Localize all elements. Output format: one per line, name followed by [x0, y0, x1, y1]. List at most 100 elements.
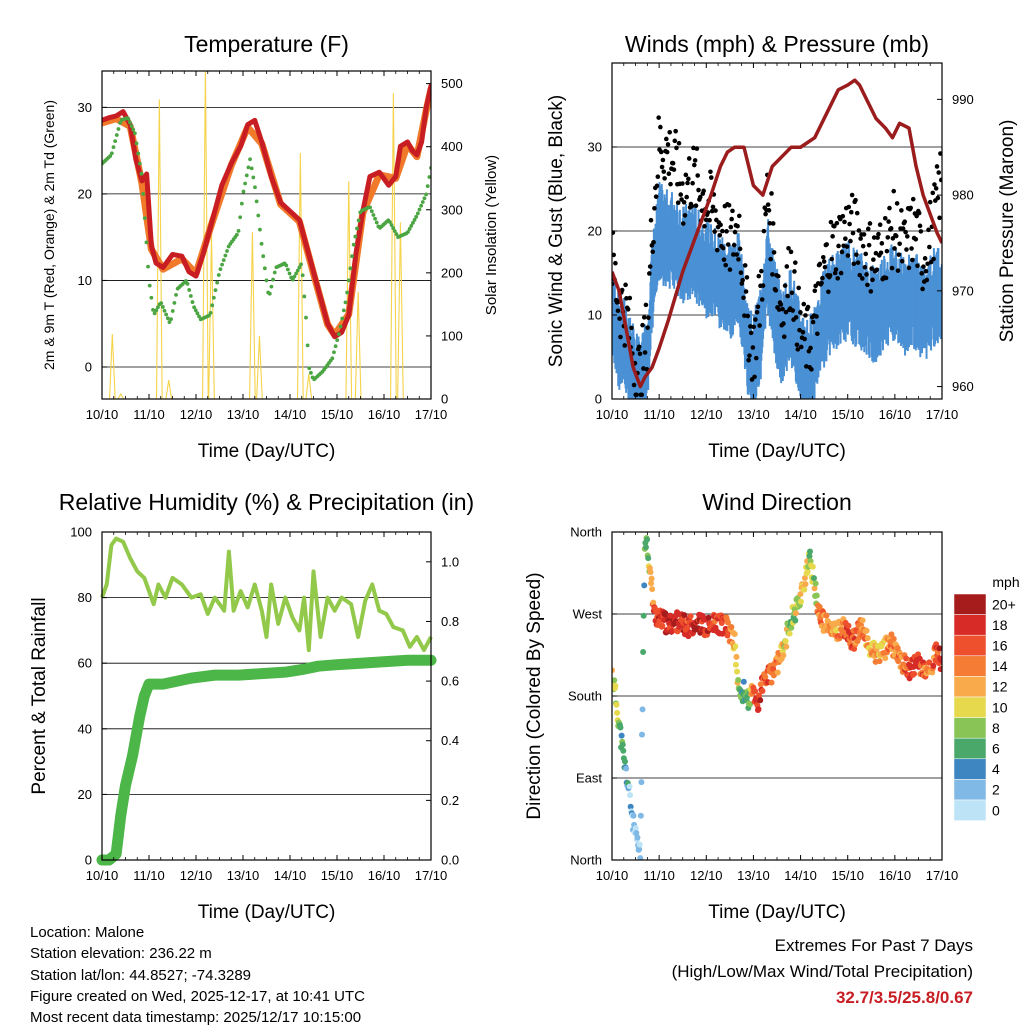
gust-point	[695, 173, 701, 178]
gust-point	[755, 304, 761, 310]
direction-point	[636, 846, 643, 853]
direction-point	[845, 622, 852, 629]
gust-point	[624, 296, 629, 301]
dewpoint-point	[271, 277, 275, 282]
gust-point	[623, 282, 628, 288]
gust-point	[757, 323, 762, 328]
gust-point	[694, 146, 700, 151]
colorbar-label: 6	[992, 741, 1000, 757]
dewpoint-point	[406, 230, 410, 234]
gust-point	[674, 145, 679, 151]
gust-point	[900, 226, 906, 231]
gust-point	[836, 243, 841, 249]
gust-point	[915, 263, 920, 269]
gust-point	[668, 181, 673, 187]
y-tick-label: 10	[78, 273, 92, 288]
dewpoint-point	[353, 234, 358, 239]
gust-point	[792, 269, 797, 274]
y-right-tick-label: 400	[441, 139, 463, 154]
chart-title: Temperature (F)	[184, 31, 349, 57]
gust-point	[712, 229, 717, 234]
solar-spike	[256, 335, 263, 399]
colorbar-swatch	[953, 779, 987, 801]
gust-point	[798, 344, 804, 350]
dewpoint-point	[192, 305, 197, 310]
x-tick-label: 10/10	[86, 407, 119, 422]
y-axis-label: Percent & Total Rainfall	[29, 597, 50, 794]
gust-point	[788, 249, 794, 255]
station-location: Location: Malone	[30, 924, 145, 941]
gust-point	[647, 264, 653, 269]
gust-point	[926, 227, 931, 233]
dewpoint-point	[411, 220, 415, 225]
gust-point	[784, 264, 790, 269]
y-right-tick-label: 0.6	[441, 674, 459, 689]
x-tick-label: 10/10	[86, 868, 119, 883]
dewpoint-point	[285, 267, 290, 272]
gust-point	[725, 242, 731, 247]
dewpoint-point	[351, 242, 356, 247]
gust-point	[768, 256, 773, 262]
x-tick-label: 11/10	[643, 868, 675, 883]
gust-point	[682, 213, 688, 218]
direction-point	[806, 553, 813, 560]
gust-point	[797, 327, 802, 333]
gust-point	[894, 201, 900, 206]
gust-point	[840, 213, 846, 219]
dewpoint-point	[220, 262, 224, 267]
dewpoint-point	[256, 213, 261, 218]
direction-point	[757, 681, 764, 688]
direction-point	[632, 825, 639, 832]
gust-point	[927, 244, 932, 250]
gust-point	[629, 325, 634, 331]
direction-point	[728, 623, 735, 630]
dewpoint-point	[307, 366, 312, 371]
gust-point	[639, 392, 644, 398]
series-2m-temp	[102, 83, 431, 340]
gust-point	[910, 196, 916, 202]
solar-spike	[390, 93, 397, 399]
x-tick-label: 15/10	[831, 868, 864, 883]
gust-point	[905, 234, 910, 239]
dewpoint-point	[333, 344, 338, 349]
gust-point	[622, 343, 628, 348]
gust-point	[794, 342, 800, 348]
gust-point	[659, 164, 665, 170]
gust-point	[625, 307, 631, 312]
y-tick-label: 20	[78, 186, 92, 201]
gust-point	[902, 219, 908, 225]
solar-spike	[397, 222, 404, 399]
gust-point	[874, 267, 880, 273]
y-tick-label: 0	[595, 392, 602, 407]
x-axis-label: Time (Day/UTC)	[198, 902, 336, 923]
dewpoint-point	[299, 262, 303, 267]
gust-point	[815, 331, 820, 337]
gust-point	[827, 273, 833, 278]
dewpoint-point	[160, 305, 165, 309]
panel-3: 10/10 11/10 12/10 13/10 14/10 15/10 16/10 17/10…	[524, 489, 958, 923]
dewpoint-point	[287, 271, 292, 276]
gust-point	[793, 315, 799, 320]
dewpoint-point	[225, 249, 229, 253]
x-tick-label: 11/10	[133, 868, 165, 883]
colorbar-label: 20+	[992, 596, 1016, 612]
gust-point	[686, 176, 691, 182]
colorbar-label: 10	[992, 699, 1008, 715]
direction-point	[647, 569, 654, 576]
dewpoint-point	[144, 240, 149, 245]
gust-point	[645, 325, 650, 330]
gust-point	[664, 149, 670, 155]
colorbar-swatch	[953, 799, 987, 821]
gust-point	[909, 246, 914, 251]
x-tick-label: 16/10	[368, 868, 401, 883]
gust-point	[693, 203, 699, 208]
direction-point	[648, 575, 655, 582]
direction-point	[626, 783, 633, 790]
gust-point	[854, 210, 860, 216]
colorbar-swatch	[953, 655, 987, 677]
dewpoint-point	[216, 273, 221, 277]
dewpoint-point	[215, 280, 220, 285]
direction-point	[648, 580, 655, 587]
direction-point	[617, 724, 624, 731]
